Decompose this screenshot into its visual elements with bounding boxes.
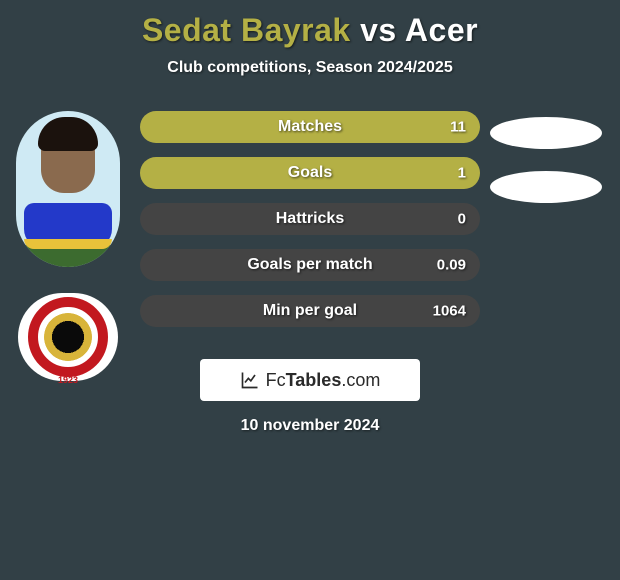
club-badge: 1923 xyxy=(18,293,118,381)
stat-bar: Goals per match 0.09 xyxy=(140,249,480,281)
subtitle: Club competitions, Season 2024/2025 xyxy=(0,59,620,77)
brand-bold: Tables xyxy=(286,370,342,390)
brand-suffix: .com xyxy=(341,370,380,390)
stat-bar-value: 0.09 xyxy=(437,257,466,274)
stat-bar-value: 1 xyxy=(458,165,466,182)
content-area: 1923 Matches11Goals1Hattricks0Goals per … xyxy=(0,111,620,327)
stat-bar: Hattricks 0 xyxy=(140,203,480,235)
stat-bar-label: Min per goal xyxy=(263,302,357,320)
brand-text: FcTables.com xyxy=(266,370,381,391)
player2-club-placeholder xyxy=(490,171,602,203)
player2-photo-placeholder xyxy=(490,117,602,149)
chart-icon xyxy=(240,370,260,390)
title-player1: Sedat Bayrak xyxy=(142,12,351,48)
page-title: Sedat Bayrak vs Acer xyxy=(0,0,620,49)
player1-photo xyxy=(16,111,120,267)
stat-bar-value: 1064 xyxy=(433,303,466,320)
stat-bar-value: 0 xyxy=(458,211,466,228)
brand-nonbold: Fc xyxy=(266,370,286,390)
brand-badge: FcTables.com xyxy=(200,359,420,401)
stat-bar-label: Matches xyxy=(278,118,342,136)
stat-bar: Goals 1 xyxy=(140,157,480,189)
club-badge-year: 1923 xyxy=(58,375,78,385)
title-player2: Acer xyxy=(405,12,478,48)
stat-bar-label: Goals per match xyxy=(247,256,372,274)
title-vs: vs xyxy=(360,12,397,48)
right-column xyxy=(490,117,602,203)
stat-bar-label: Hattricks xyxy=(276,210,344,228)
stat-bar-label: Goals xyxy=(288,164,332,182)
stat-bar-value: 11 xyxy=(450,119,466,136)
club-badge-inner xyxy=(44,313,92,361)
left-column: 1923 xyxy=(8,111,128,381)
stat-bar: Matches 11 xyxy=(140,111,480,143)
photo-jersey xyxy=(24,203,112,249)
club-badge-ring: 1923 xyxy=(28,297,108,377)
stat-bar: Min per goal 1064 xyxy=(140,295,480,327)
date-text: 10 november 2024 xyxy=(0,417,620,435)
stat-bars: Matches 11 Goals 1 Hattricks 0 Goals per match… xyxy=(140,111,480,327)
